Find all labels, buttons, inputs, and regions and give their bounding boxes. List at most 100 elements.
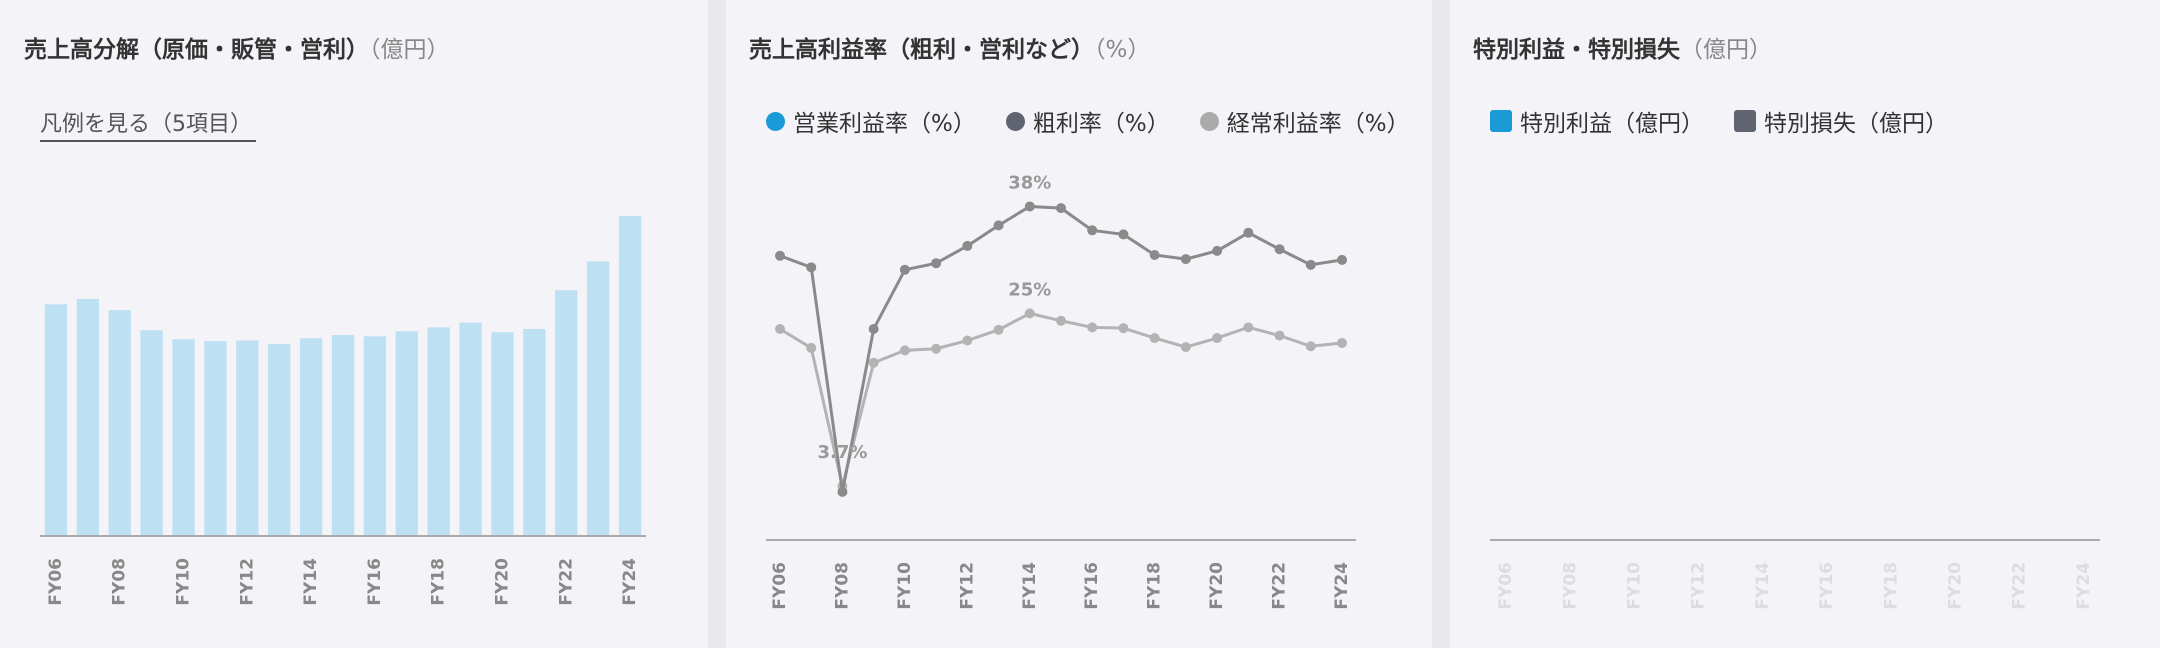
- data-point: [1180, 342, 1191, 353]
- bar-FY24: [618, 216, 642, 536]
- x-tick-label: FY10: [174, 558, 194, 606]
- data-point: [962, 240, 973, 251]
- data-point: [1274, 244, 1285, 255]
- data-point: [1243, 322, 1254, 333]
- x-tick-label: FY22: [556, 558, 576, 606]
- x-tick-label: FY12: [1689, 562, 1709, 610]
- x-tick-label: FY24: [2074, 562, 2094, 610]
- data-point: [1024, 308, 1035, 319]
- legend-square: [1490, 110, 1512, 132]
- x-tick-label: FY16: [1082, 562, 1102, 610]
- x-tick-label: FY18: [1145, 562, 1165, 610]
- bar-FY06: [44, 304, 68, 536]
- extraordinary-legend: 特別利益（億円） 特別損失（億円）: [1490, 104, 2136, 138]
- bar-FY22: [555, 290, 578, 536]
- data-point: [931, 343, 942, 354]
- legend-dot: [1199, 111, 1219, 131]
- legend-item-extraordinary-loss[interactable]: 特別損失（億円）: [1734, 104, 1948, 138]
- x-tick-label: FY06: [770, 562, 790, 610]
- data-point: [1305, 259, 1316, 270]
- bar-FY18: [427, 327, 450, 536]
- x-tick-label: FY08: [110, 558, 130, 606]
- profit-margin-panel: 売上高利益率（粗利・営利など）（%） 営業利益率（%） 粗利率（%） 経常利益率…: [726, 0, 1432, 648]
- x-tick-label: FY24: [1332, 562, 1352, 610]
- x-tick-label: FY12: [237, 558, 257, 606]
- data-point: [931, 258, 942, 269]
- data-point: [1056, 315, 1066, 326]
- data-point: [1243, 227, 1254, 238]
- data-point: [775, 250, 785, 261]
- data-point: [1056, 203, 1066, 214]
- profit-margin-chart: 38% 25% 3.7% FY06 FY08 FY10 FY12 FY14 FY16 FY18 FY…: [766, 172, 1356, 610]
- x-tick-label: FY16: [1817, 562, 1837, 610]
- sales-breakdown-chart: FY06 FY08 FY10 FY12 FY14 FY16 FY18 FY20 FY22 FY24: [40, 216, 646, 606]
- data-point: [1149, 249, 1160, 260]
- data-point: [1149, 333, 1160, 344]
- bar-FY16: [363, 336, 387, 536]
- bar-FY20: [491, 332, 514, 536]
- x-tick-label: FY18: [1881, 562, 1901, 610]
- data-point: [899, 345, 910, 356]
- sales-breakdown-panel: 売上高分解（原価・販管・営利）（億円） 凡例を見る（5項目） FY06 FY08 F…: [0, 0, 708, 648]
- x-tick-label: FY14: [1753, 562, 1773, 610]
- data-point: [1212, 333, 1223, 344]
- data-point: [1305, 341, 1316, 352]
- data-point: [868, 324, 879, 335]
- data-point: [837, 486, 848, 497]
- bar-FY17: [395, 331, 418, 536]
- x-tick-label: FY16: [365, 558, 385, 606]
- bar-FY12: [236, 340, 259, 536]
- bar-FY07: [76, 298, 100, 536]
- x-tick-label: FY06: [1496, 562, 1516, 610]
- data-point: [1024, 201, 1035, 212]
- data-point: [962, 335, 973, 346]
- bar-FY10: [172, 339, 195, 536]
- bar-FY19: [459, 322, 482, 536]
- data-label: 3.7%: [817, 442, 867, 463]
- data-point: [806, 342, 817, 353]
- data-point: [993, 324, 1004, 335]
- bar-FY23: [586, 261, 610, 536]
- data-point: [993, 220, 1004, 231]
- x-tick-label: FY12: [957, 562, 977, 610]
- bar-FY14: [299, 338, 323, 536]
- x-tick-label: FY10: [1624, 562, 1644, 610]
- panel-title: 特別利益・特別損失（億円）: [1473, 37, 1772, 63]
- data-label: 25%: [1008, 279, 1051, 300]
- data-point: [775, 324, 785, 335]
- x-tick-label: FY24: [620, 558, 640, 606]
- x-tick-label: FY14: [301, 558, 321, 606]
- legend-dot: [766, 111, 785, 131]
- panel-unit: （億円）: [369, 37, 450, 63]
- data-point: [899, 264, 910, 275]
- data-point: [806, 262, 817, 273]
- x-tick-label: FY08: [1560, 562, 1580, 610]
- data-point: [1274, 330, 1285, 341]
- data-point: [1118, 323, 1129, 334]
- data-point: [1087, 322, 1098, 333]
- panel-unit: （%）: [1094, 37, 1151, 63]
- bar-FY15: [331, 335, 355, 536]
- legend-item-extraordinary-gain[interactable]: 特別利益（億円）: [1490, 104, 1704, 138]
- x-tick-label: FY10: [895, 562, 915, 610]
- data-point: [1118, 229, 1129, 240]
- bar-FY21: [523, 328, 546, 536]
- data-point: [1180, 254, 1191, 265]
- margin-legend: 営業利益率（%） 粗利率（%） 経常利益率（%）: [766, 104, 1408, 138]
- x-tick-label: FY06: [46, 558, 66, 606]
- bar-FY11: [204, 341, 227, 536]
- legend-item-operating-margin[interactable]: 営業利益率（%）: [766, 104, 976, 138]
- data-point: [1337, 337, 1347, 348]
- bar-FY08: [108, 310, 131, 536]
- legend-dot: [1005, 111, 1025, 131]
- x-tick-label: FY20: [1946, 562, 1966, 610]
- bar-FY13: [268, 344, 291, 536]
- x-tick-label: FY22: [1270, 562, 1290, 610]
- x-tick-label: FY20: [492, 558, 512, 606]
- data-point: [1087, 225, 1098, 236]
- panel-unit: （億円）: [1680, 37, 1772, 63]
- show-legend-link[interactable]: 凡例を見る（5項目）: [40, 106, 256, 142]
- legend-item-gross-margin[interactable]: 粗利率（%）: [1005, 104, 1170, 138]
- legend-item-ordinary-margin[interactable]: 経常利益率（%）: [1199, 104, 1408, 138]
- data-point: [1337, 254, 1347, 265]
